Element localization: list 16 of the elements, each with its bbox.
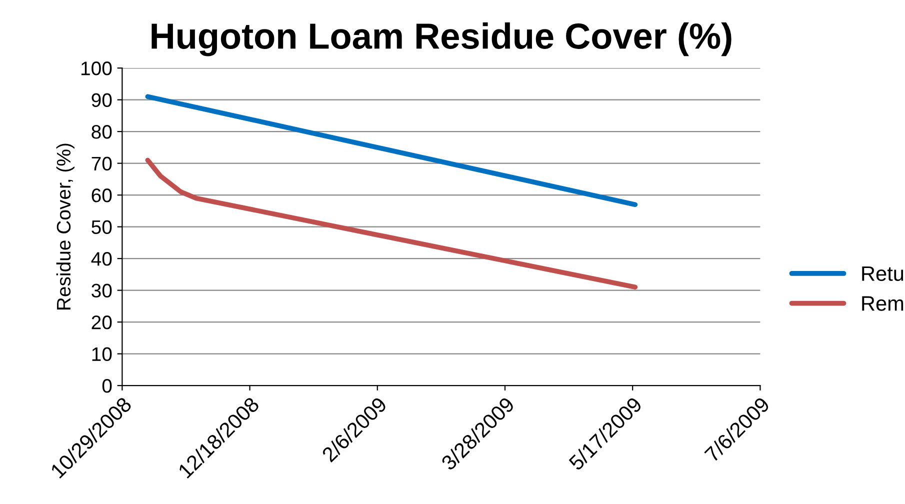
- y-tick-label: 90: [92, 93, 112, 108]
- legend-label: Retu: [862, 266, 904, 281]
- y-tick-label: 100: [81, 62, 112, 76]
- y-tick-label: 80: [92, 125, 112, 139]
- y-tick-label: 60: [92, 188, 112, 202]
- y-tick-label: 40: [91, 252, 112, 266]
- chart-title: Hugoton Loam Residue Cover (%): [152, 22, 732, 56]
- y-tick-label: 30: [92, 284, 112, 298]
- legend-label: Rem: [862, 296, 904, 311]
- y-axis-title: Residue Cover, (%): [56, 144, 74, 310]
- y-tick-label: 70: [92, 156, 112, 171]
- y-tick-label: 0: [102, 379, 112, 393]
- y-tick-label: 10: [92, 347, 112, 362]
- y-tick-label: 20: [92, 316, 112, 330]
- y-tick-label: 50: [92, 220, 112, 234]
- line-series: [145, 158, 638, 290]
